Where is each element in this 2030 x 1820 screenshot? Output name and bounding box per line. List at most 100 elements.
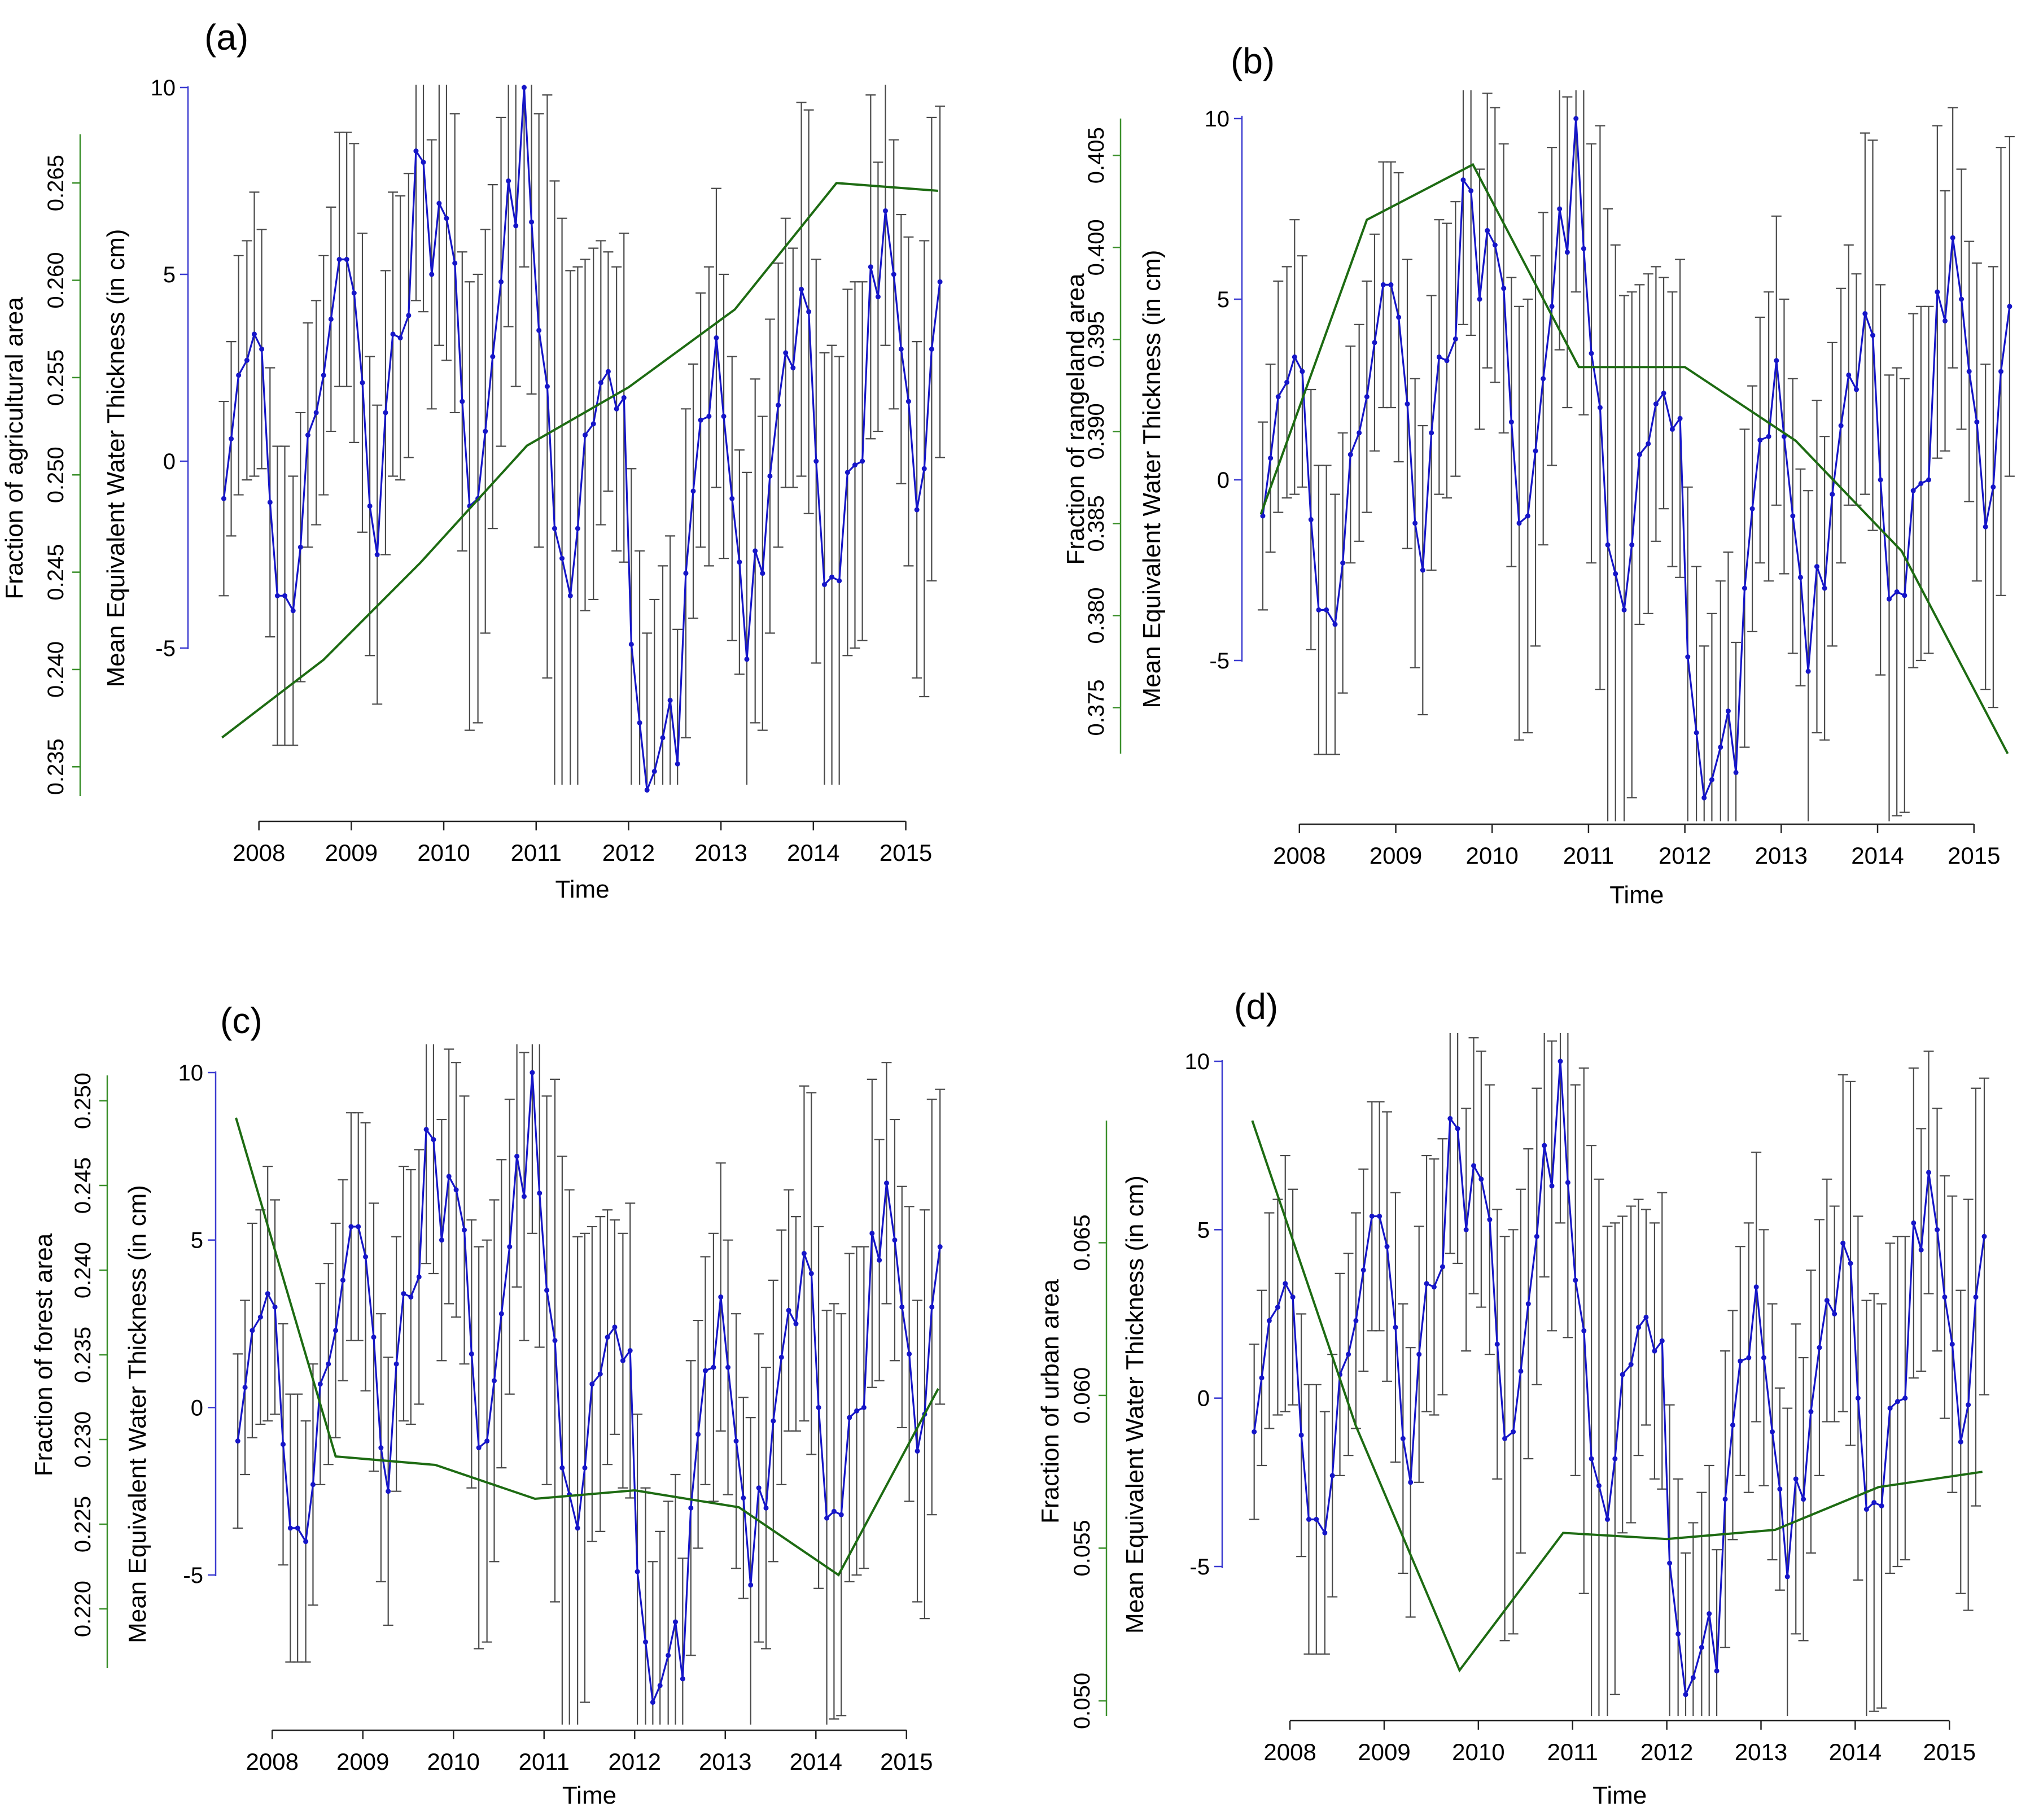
mewt-point [1701,795,1707,800]
mewt-point [408,1294,414,1300]
mewt-point [313,410,319,415]
mewt-point [386,1489,391,1494]
panel-d-y2-axis-label: Fraction of urban area [1036,1279,1064,1524]
mewt-point [620,1358,625,1363]
mewt-point [1746,1355,1752,1360]
mewt-point [1589,351,1594,356]
mewt-line [1262,118,2011,802]
land-fraction-line [1259,163,2009,754]
mewt-point [744,657,750,662]
mewt-point [1853,387,1859,392]
mewt-point [1605,542,1611,548]
mewt-point [666,1652,671,1658]
mewt-point [431,1137,436,1143]
mewt-point [771,1418,776,1424]
land-fraction-line [235,1117,939,1577]
mewt-point [1573,116,1579,121]
mewt-point [244,357,250,363]
panel-c-label: (c) [220,1000,262,1041]
mewt-point [680,1676,685,1682]
mewt-point [1894,589,1900,594]
land-tick-label: 0.220 [71,1581,95,1637]
x-tick-label: 2014 [1829,1739,1882,1765]
mewt-point [1966,369,1972,374]
mewt-point [672,1619,678,1625]
panel-b-y2-axis-label: Fraction of rangeland area [1062,273,1090,565]
mewt-point [1353,1318,1359,1323]
mewt-point [552,526,557,531]
mewt-point [1699,1644,1704,1650]
mewt-point [336,257,342,262]
mewt-point [1471,1163,1477,1169]
mewt-point [1525,513,1530,519]
mewt-point [1581,1328,1587,1333]
mewt-point [1725,708,1731,714]
x-tick-label: 2009 [1370,842,1422,869]
mewt-point [416,1274,422,1280]
mewt-point [1983,524,1988,530]
mewt-line [1253,1061,1985,1698]
land-tick-label: 0.240 [43,641,68,698]
mewt-point [714,335,719,341]
mewt-point [1870,333,1875,338]
mewt-point [1753,1284,1759,1290]
mewt-point [1774,358,1779,364]
mewt-point [1444,358,1450,364]
mewt-point [628,641,634,647]
land-tick-label: 0.400 [1084,219,1109,275]
mewt-point [1709,777,1714,782]
mewt-point [536,327,542,333]
mewt-point [1817,1345,1822,1350]
mewt-point [242,1385,248,1390]
mewt-point [786,1307,791,1313]
mewt-point [514,1153,520,1159]
mewt-point [1677,415,1683,421]
mewt-point [429,272,435,277]
mewt-point [905,399,911,404]
mewt-point [250,1328,255,1333]
x-tick-label: 2012 [1640,1739,1693,1765]
mewt-point [598,380,603,386]
mewt-point [305,432,310,438]
x-tick-label: 2015 [1923,1739,1976,1765]
x-tick-label: 2014 [787,839,839,866]
mewt-point [937,279,943,285]
mewt-point [280,1442,286,1447]
mewt-point [446,1174,452,1179]
land-tick-label: 0.385 [1084,495,1109,552]
x-tick-label: 2010 [1465,842,1518,869]
mewt-point [1943,318,1948,323]
x-tick-label: 2009 [1358,1739,1410,1765]
mewt-point [423,1127,429,1132]
mewt-point [1685,654,1691,660]
mewt-point [348,1224,354,1230]
land-tick-label: 0.375 [1084,679,1109,736]
x-tick-label: 2010 [1452,1739,1504,1765]
mewt-point [360,380,365,386]
mewt-point [1848,1261,1853,1266]
mewt-point [1949,1341,1955,1347]
mewt-point [1360,1267,1366,1273]
mewt-point [711,1364,716,1370]
x-tick-label: 2011 [519,1748,570,1775]
mewt-point [1589,1456,1594,1462]
mewt-point [838,1512,844,1517]
mewt-point [929,346,934,352]
mewt-point [1805,668,1811,674]
mewt-point [1690,1675,1696,1681]
mewt-point [1770,1429,1775,1434]
mewt-point [1935,1227,1940,1232]
mewt-point [907,1351,912,1357]
mewt-point [460,399,465,404]
mewt-point [1761,1355,1766,1360]
mewt-point [1822,585,1827,591]
mewt-point [767,473,773,479]
mewt-point [829,574,835,580]
mewt-point [544,384,550,390]
mewt-point [421,159,426,165]
mewt-point [1824,1298,1830,1303]
mewt-point [892,1237,898,1243]
mewt-point [1830,492,1835,497]
mewt-point [614,406,619,412]
mewt-point [1308,517,1314,522]
